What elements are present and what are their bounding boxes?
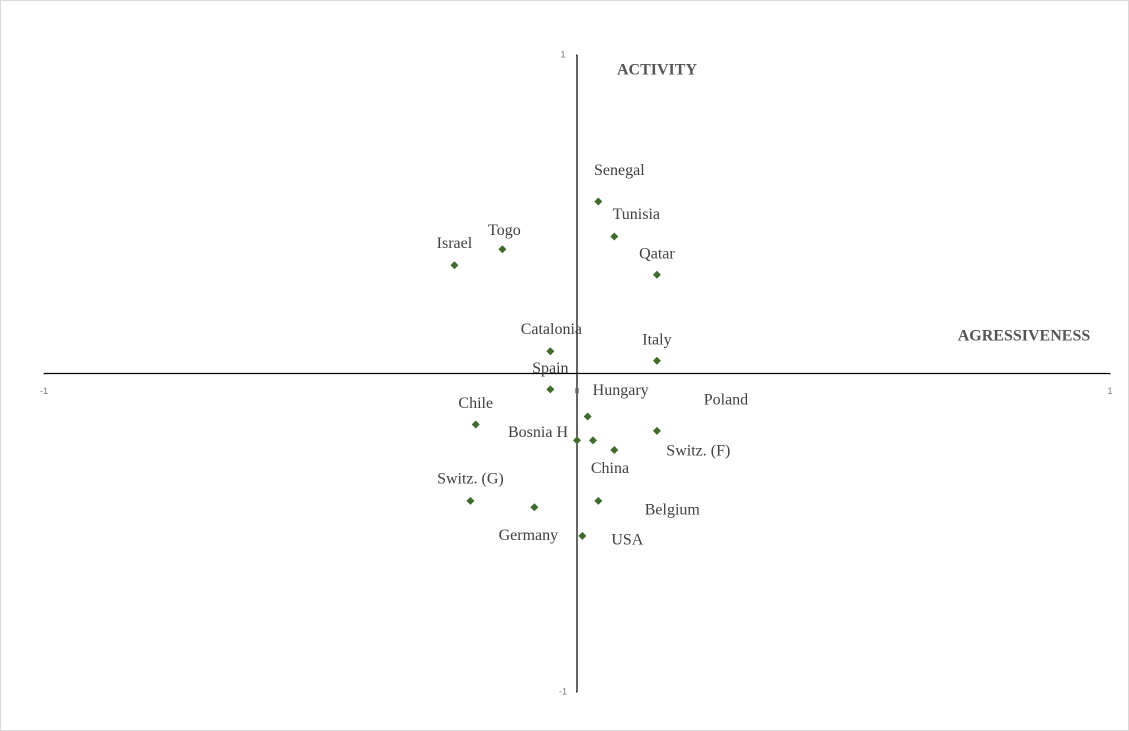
point-label: Catalonia bbox=[521, 321, 582, 338]
point-label: Belgium bbox=[645, 502, 701, 519]
point-label: Chile bbox=[458, 395, 493, 412]
x-tick-label: -1 bbox=[40, 386, 48, 396]
point-label: USA bbox=[611, 532, 643, 549]
point-label: Senegal bbox=[594, 162, 645, 179]
point bbox=[588, 436, 597, 445]
point-label: Switz. (G) bbox=[437, 471, 504, 488]
x-tick-label: 1 bbox=[1107, 386, 1112, 396]
x-axis-title: AGRESSIVENESS bbox=[958, 328, 1091, 345]
point bbox=[530, 503, 539, 512]
point bbox=[466, 496, 475, 505]
point-label: Israel bbox=[437, 235, 473, 252]
point bbox=[652, 426, 661, 435]
x-tick-label: 0 bbox=[574, 386, 579, 396]
point bbox=[471, 420, 480, 429]
point-label: Italy bbox=[642, 331, 671, 348]
point-label: Spain bbox=[532, 360, 568, 377]
point bbox=[610, 445, 619, 454]
y-axis-title: ACTIVITY bbox=[617, 62, 697, 79]
point bbox=[498, 245, 507, 254]
point-label: Hungary bbox=[593, 382, 649, 399]
point bbox=[450, 261, 459, 270]
point bbox=[594, 197, 603, 206]
point bbox=[573, 436, 581, 445]
point bbox=[546, 347, 555, 356]
point-label: Bosnia H bbox=[508, 424, 568, 441]
point bbox=[610, 232, 619, 241]
point bbox=[583, 412, 592, 421]
point bbox=[546, 385, 555, 394]
point-label: Togo bbox=[488, 222, 521, 239]
y-tick-label: 1 bbox=[560, 49, 565, 59]
y-tick-label: -1 bbox=[559, 686, 567, 696]
point-label: Tunisia bbox=[613, 206, 660, 223]
point-label: China bbox=[591, 460, 629, 477]
point bbox=[594, 496, 603, 505]
point-label: Switz. (F) bbox=[666, 443, 730, 460]
point bbox=[652, 356, 661, 365]
point bbox=[652, 270, 661, 279]
point-label: Qatar bbox=[639, 245, 675, 262]
point bbox=[578, 531, 587, 540]
point-label: Germany bbox=[499, 527, 559, 544]
point-label: Poland bbox=[704, 392, 748, 409]
